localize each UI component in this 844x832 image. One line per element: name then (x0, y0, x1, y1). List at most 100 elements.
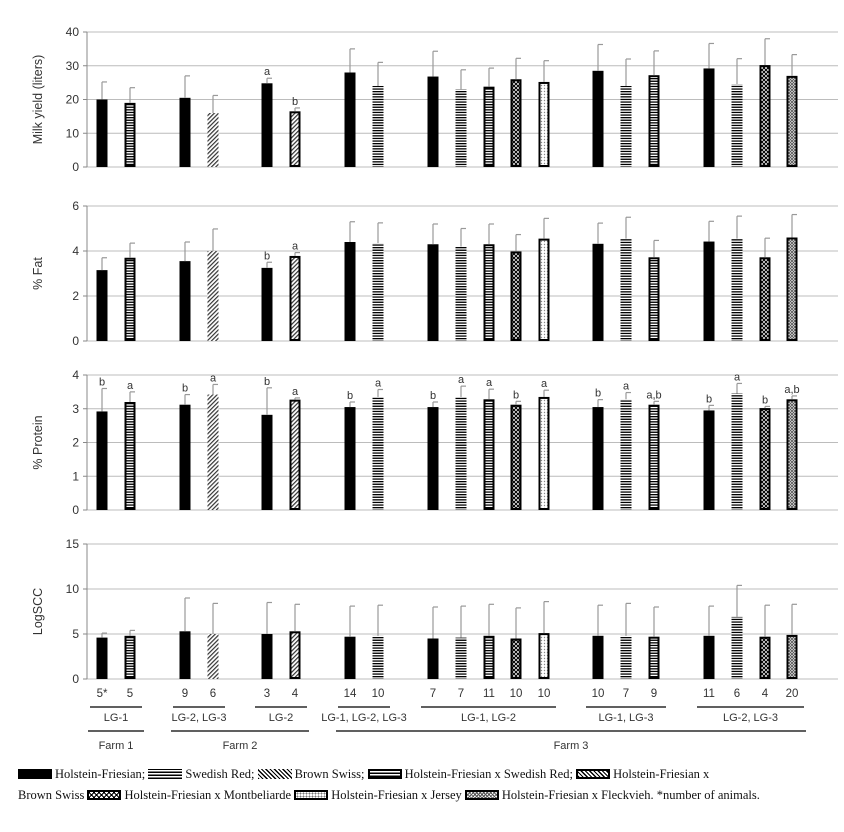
bar (124, 635, 136, 679)
farm-label: Farm 3 (554, 740, 589, 752)
legend-item-holstein-friesian: Holstein-Friesian; (18, 767, 145, 781)
bar (455, 637, 467, 679)
y-tick-label: 4 (72, 244, 79, 258)
animal-count-label: 6 (734, 688, 740, 700)
bar (538, 81, 550, 167)
animal-count-label: 10 (538, 688, 551, 700)
animal-count-label: 11 (703, 688, 715, 700)
legend-footnote: *number of animals. (656, 788, 760, 802)
legend-swatch-boxed-hstripe (367, 769, 402, 779)
bar (427, 638, 439, 679)
bar (96, 637, 108, 679)
bar (510, 638, 522, 679)
bar (344, 242, 356, 341)
legend-item-hf-x-bs: Holstein-Friesian x (576, 767, 709, 781)
chart-panel: 0 2 4 6 % Fat b a (31, 199, 838, 348)
bar (620, 399, 632, 510)
y-axis-label: % Protein (31, 415, 45, 469)
significance-label: a (127, 380, 134, 392)
y-tick-label: 2 (72, 289, 79, 303)
legend-label: Brown Swiss; (294, 767, 365, 781)
bar (179, 97, 191, 167)
legend-item-hf-x-fleckvieh: Holstein-Friesian x Fleckvieh. (464, 788, 654, 802)
significance-label: a (623, 381, 630, 393)
y-tick-label: 0 (72, 334, 79, 348)
bar (455, 396, 467, 510)
bar (96, 270, 108, 341)
bar (592, 407, 604, 510)
bar (483, 399, 495, 510)
significance-label: a (458, 374, 465, 386)
bar (538, 396, 550, 510)
farm-label: Farm 2 (223, 740, 258, 752)
significance-label: b (706, 393, 712, 405)
bar (483, 635, 495, 679)
legend-label: Holstein-Friesian x Fleckvieh. (501, 788, 654, 802)
bar (261, 267, 273, 341)
significance-label: b (347, 390, 353, 402)
bar (261, 83, 273, 167)
bar (344, 72, 356, 167)
animal-count-label: 5 (127, 688, 133, 700)
bar (124, 102, 136, 167)
bar (344, 407, 356, 510)
legend-swatch-diagonal (257, 769, 292, 779)
significance-label: b (595, 388, 601, 400)
bar (703, 410, 715, 510)
bar (427, 407, 439, 510)
bar (344, 636, 356, 679)
legend-label: Holstein-Friesian; (55, 767, 146, 781)
bar (179, 261, 191, 341)
bar (427, 244, 439, 341)
farm-label: Farm 1 (99, 740, 134, 752)
bar (510, 79, 522, 167)
bar (786, 237, 798, 341)
y-axis-label: % Fat (31, 257, 45, 290)
legend-item-swedish-red: Swedish Red; (148, 767, 255, 781)
bar (207, 634, 219, 679)
bar (759, 257, 771, 341)
y-tick-label: 4 (72, 368, 79, 382)
bar (427, 76, 439, 167)
bar (620, 86, 632, 167)
legend-item-hf-x-bs-cont: Brown Swiss (18, 788, 84, 802)
animal-count-label: 9 (651, 688, 657, 700)
bar (207, 251, 219, 341)
legend-item-hf-x-jersey: Holstein-Friesian x Jersey (294, 788, 462, 802)
y-tick-label: 30 (66, 59, 80, 73)
significance-label: b (430, 390, 436, 402)
animal-count-label: 3 (264, 688, 270, 700)
chart-panel: 0 1 2 3 4 % Protein b a b a b a b a b a a b a b a a,b b a b a,b (31, 368, 838, 517)
bar (538, 238, 550, 341)
significance-label: b (513, 389, 519, 401)
bar (510, 404, 522, 511)
significance-label: b (292, 96, 298, 108)
bar (648, 404, 660, 511)
bar (289, 631, 301, 679)
y-tick-label: 0 (72, 160, 79, 174)
y-tick-label: 20 (66, 93, 80, 107)
animal-count-label: 7 (458, 688, 464, 700)
significance-label: b (264, 376, 270, 388)
bar (592, 243, 604, 341)
bar (731, 238, 743, 341)
lg-group-label: LG-1, LG-2, LG-3 (321, 712, 407, 724)
bar (786, 75, 798, 167)
bar (207, 113, 219, 167)
y-axis-label: LogSCC (31, 588, 45, 635)
legend-label: Holstein-Friesian x Montbeliarde (124, 788, 292, 802)
legend-swatch-boxed-diagonal (576, 769, 611, 779)
legend-swatch-boxed-dots (294, 790, 329, 800)
significance-label: b (264, 250, 270, 262)
bar (510, 251, 522, 341)
legend-label: Holstein-Friesian x Jersey (331, 788, 462, 802)
bar (703, 635, 715, 679)
bar (538, 633, 550, 679)
y-tick-label: 6 (72, 199, 79, 213)
significance-label: b (762, 394, 768, 406)
bar (289, 111, 301, 167)
bar (455, 89, 467, 167)
bar (592, 635, 604, 679)
y-tick-label: 3 (72, 402, 79, 416)
